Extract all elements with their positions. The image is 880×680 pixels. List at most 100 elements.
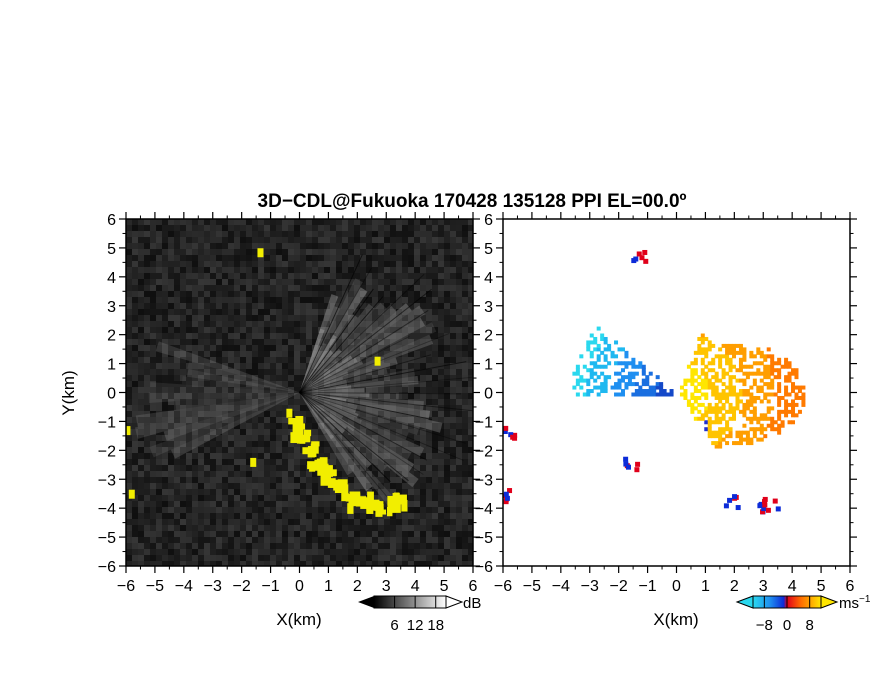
y-tick-label: 6 xyxy=(484,212,493,229)
colorbar-left-arrow xyxy=(735,595,754,609)
yellow-echo xyxy=(319,457,328,468)
reflectivity-colorbar: dB 6 12 18 xyxy=(358,595,481,634)
velocity-xlabel: X(km) xyxy=(653,610,698,629)
colorbar-left-arrow xyxy=(358,596,374,608)
y-tick-label: −3 xyxy=(475,472,493,489)
yellow-echo xyxy=(347,503,354,514)
yellow-echo xyxy=(322,463,329,473)
yellow-echo xyxy=(374,356,381,366)
x-tick-label: 2 xyxy=(730,578,739,595)
yellow-echo xyxy=(391,503,401,513)
x-tick-label: −3 xyxy=(204,578,222,595)
x-tick-label: 0 xyxy=(295,578,304,595)
x-tick-label: 4 xyxy=(788,578,797,595)
y-tick-label: 3 xyxy=(484,299,493,316)
yellow-echo xyxy=(358,500,368,507)
x-tick-label: 2 xyxy=(353,578,362,595)
colorbar-ticks: 6 12 18 xyxy=(390,596,444,634)
yellow-echo xyxy=(341,492,349,502)
y-tick-label: 3 xyxy=(107,299,116,316)
x-tick-label: −4 xyxy=(175,578,193,595)
colorbar-tick-label: 12 xyxy=(407,617,424,634)
y-tick-label: 6 xyxy=(107,212,116,229)
y-tick-label: 5 xyxy=(107,241,116,258)
yellow-echo xyxy=(386,506,393,517)
yellow-echo xyxy=(375,507,383,517)
yellow-echo xyxy=(327,478,335,488)
colorbar-tick-label: 8 xyxy=(805,617,813,634)
x-tick-label: −1 xyxy=(261,578,279,595)
yellow-echo xyxy=(366,506,374,514)
colorbar-gradient xyxy=(373,595,447,609)
x-tick-label: −4 xyxy=(552,578,570,595)
y-tick-label: −6 xyxy=(475,559,493,576)
y-tick-label: −5 xyxy=(98,530,116,547)
y-tick-label: −5 xyxy=(475,530,493,547)
yellow-echo xyxy=(401,499,408,512)
x-tick-label: 4 xyxy=(411,578,420,595)
x-tick-label: 3 xyxy=(382,578,391,595)
colorbar-unit: ms−1 xyxy=(839,594,871,612)
x-tick-label: −3 xyxy=(581,578,599,595)
y-tick-label: −4 xyxy=(98,501,116,518)
yellow-echo xyxy=(317,466,325,476)
y-tick-label: 0 xyxy=(484,386,493,403)
x-tick-label: 6 xyxy=(846,578,855,595)
x-tick-label: 1 xyxy=(701,578,710,595)
velocity-axes: −6−6 −5 −5 −4 −4 −3 −3 −2 −2 −1 −1 0 0 1 1 2 2 3 3 4 4 5 5 6 6 xyxy=(475,212,857,595)
y-tick-label: −4 xyxy=(475,501,493,518)
velocity-pixels xyxy=(503,249,806,515)
y-tick-label: −2 xyxy=(98,443,116,460)
colorbar-tick-label: 6 xyxy=(390,617,398,634)
yellow-echo xyxy=(250,457,257,467)
yellow-echo xyxy=(320,474,331,486)
chart-title: 3D−CDL@Fukuoka 170428 135128 PPI EL=00.0… xyxy=(258,191,687,212)
colorbar-tick-label: 0 xyxy=(783,617,791,634)
y-tick-label: 5 xyxy=(484,241,493,258)
x-tick-label: 5 xyxy=(440,578,449,595)
yellow-echo xyxy=(334,481,345,494)
x-tick-label: −2 xyxy=(610,578,628,595)
yellow-echo xyxy=(288,417,296,425)
yellow-echo xyxy=(343,484,349,494)
y-tick-label: −2 xyxy=(475,443,493,460)
y-tick-label: 1 xyxy=(484,357,493,374)
colorbar-tick-label: −8 xyxy=(756,617,773,634)
y-tick-label: −6 xyxy=(98,559,116,576)
highlight-echoes xyxy=(126,248,408,517)
yellow-echo xyxy=(387,499,394,508)
spoke-lines xyxy=(299,254,473,500)
yellow-echo xyxy=(307,461,316,470)
reflectivity-xlabel: X(km) xyxy=(276,610,321,629)
x-tick-label: −2 xyxy=(233,578,251,595)
yellow-echo xyxy=(377,501,384,511)
yellow-echo xyxy=(290,432,301,444)
yellow-echo xyxy=(333,479,339,491)
x-tick-label: 0 xyxy=(672,578,681,595)
colorbar-ticks: −8 0 8 xyxy=(756,596,814,634)
yellow-echo xyxy=(310,443,319,454)
colorbar-unit: dB xyxy=(463,595,481,612)
colorbar-right-arrow xyxy=(820,595,839,609)
x-tick-label: 1 xyxy=(324,578,333,595)
x-tick-label: −6 xyxy=(494,578,512,595)
yellow-echo xyxy=(299,434,306,444)
y-tick-label: −1 xyxy=(475,414,493,431)
yellow-echo xyxy=(314,459,321,471)
yellow-echo xyxy=(257,248,264,258)
noise-texture xyxy=(126,219,473,566)
x-tick-label: −6 xyxy=(117,578,135,595)
y-tick-label: 2 xyxy=(107,328,116,345)
x-tick-label: 3 xyxy=(759,578,768,595)
y-tick-label: 4 xyxy=(107,270,116,287)
yellow-echo xyxy=(303,433,311,443)
x-tick-label: −5 xyxy=(523,578,541,595)
yellow-echo xyxy=(303,429,312,437)
reflectivity-ylabel: Y(km) xyxy=(59,370,78,415)
x-tick-label: −5 xyxy=(146,578,164,595)
x-tick-label: 5 xyxy=(817,578,826,595)
x-tick-label: 6 xyxy=(469,578,478,595)
yellow-echo xyxy=(128,489,135,499)
